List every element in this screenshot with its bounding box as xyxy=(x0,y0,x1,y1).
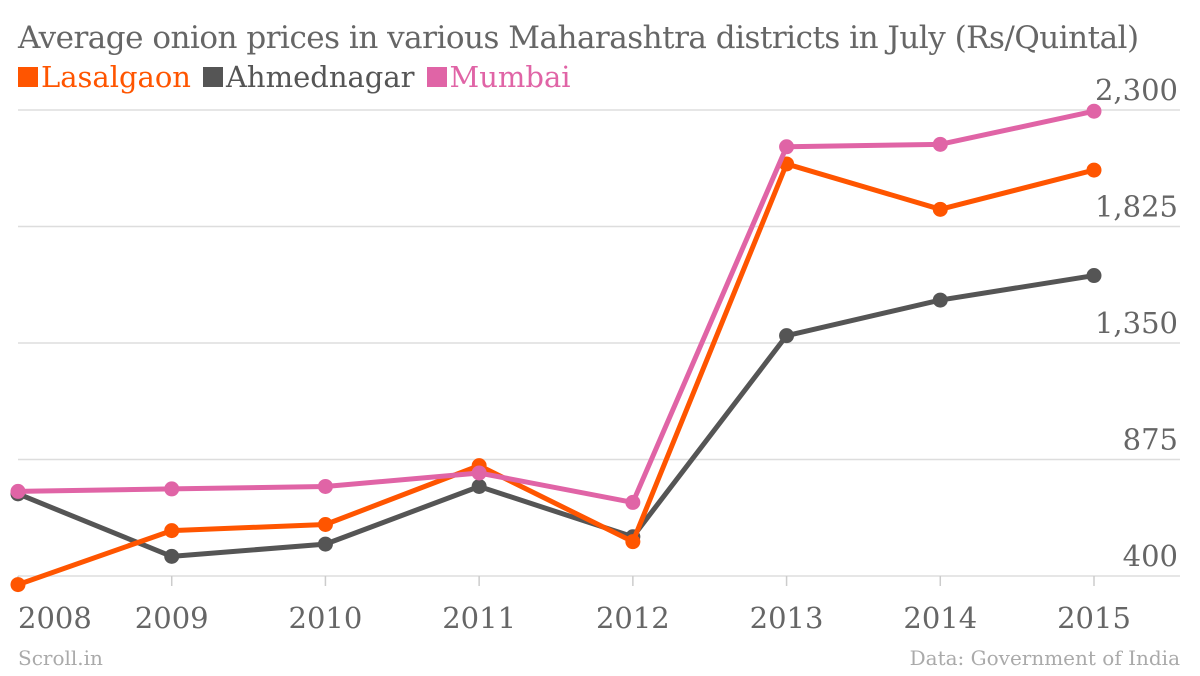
data-point-lasalgaon xyxy=(10,577,26,593)
chart-title: Average onion prices in various Maharash… xyxy=(18,20,1139,56)
data-point-mumbai xyxy=(317,478,333,494)
series-line-ahmednagar xyxy=(15,273,1097,559)
y-tick-label: 1,825 xyxy=(1095,190,1178,224)
y-tick-label: 1,350 xyxy=(1095,306,1178,340)
data-point-mumbai xyxy=(1086,103,1102,119)
data-point-ahmednagar xyxy=(932,292,948,308)
y-tick-label: 875 xyxy=(1123,423,1178,457)
source-credit: Scroll.in xyxy=(18,646,103,670)
data-point-lasalgaon xyxy=(625,534,641,550)
data-point-ahmednagar xyxy=(317,536,333,552)
data-point-lasalgaon xyxy=(164,523,180,539)
legend-swatch-lasalgaon xyxy=(18,67,38,87)
y-tick-label: 400 xyxy=(1123,539,1178,573)
data-point-lasalgaon xyxy=(317,516,333,532)
legend-swatch-ahmednagar xyxy=(202,67,223,87)
data-point-ahmednagar xyxy=(779,328,795,344)
series-line-lasalgaon xyxy=(15,161,1097,588)
data-point-ahmednagar xyxy=(1086,268,1102,284)
x-tick-label: 2013 xyxy=(750,601,824,635)
data-point-mumbai xyxy=(932,136,948,152)
data-point-mumbai xyxy=(625,494,641,510)
x-tick-label: 2008 xyxy=(18,601,92,635)
x-tick-label: 2015 xyxy=(1057,601,1131,635)
x-tick-label: 2011 xyxy=(442,601,516,635)
x-tick-label: 2012 xyxy=(596,601,670,635)
data-source: Data: Government of India xyxy=(909,646,1180,670)
legend-label-mumbai: Mumbai xyxy=(449,60,571,94)
data-point-lasalgaon xyxy=(932,201,948,217)
data-point-mumbai xyxy=(471,465,487,481)
data-point-ahmednagar xyxy=(164,548,180,564)
series-line-mumbai xyxy=(15,108,1097,505)
y-tick-label: 2,300 xyxy=(1095,73,1178,107)
legend-item-ahmednagar: Ahmednagar xyxy=(202,60,415,94)
legend-swatch-mumbai xyxy=(426,67,447,87)
legend: Lasalgaon Ahmednagar Mumbai xyxy=(18,60,571,94)
legend-label-lasalgaon: Lasalgaon xyxy=(41,60,191,94)
legend-item-lasalgaon: Lasalgaon xyxy=(18,60,191,94)
data-point-mumbai xyxy=(779,139,795,155)
legend-label-ahmednagar: Ahmednagar xyxy=(225,60,415,94)
data-point-ahmednagar xyxy=(471,478,487,494)
legend-item-mumbai: Mumbai xyxy=(426,60,571,94)
x-tick-label: 2009 xyxy=(135,601,209,635)
data-point-mumbai xyxy=(10,483,26,499)
x-tick-label: 2014 xyxy=(903,601,977,635)
data-point-lasalgaon xyxy=(1086,162,1102,178)
x-tick-label: 2010 xyxy=(289,601,363,635)
data-point-mumbai xyxy=(164,481,180,497)
